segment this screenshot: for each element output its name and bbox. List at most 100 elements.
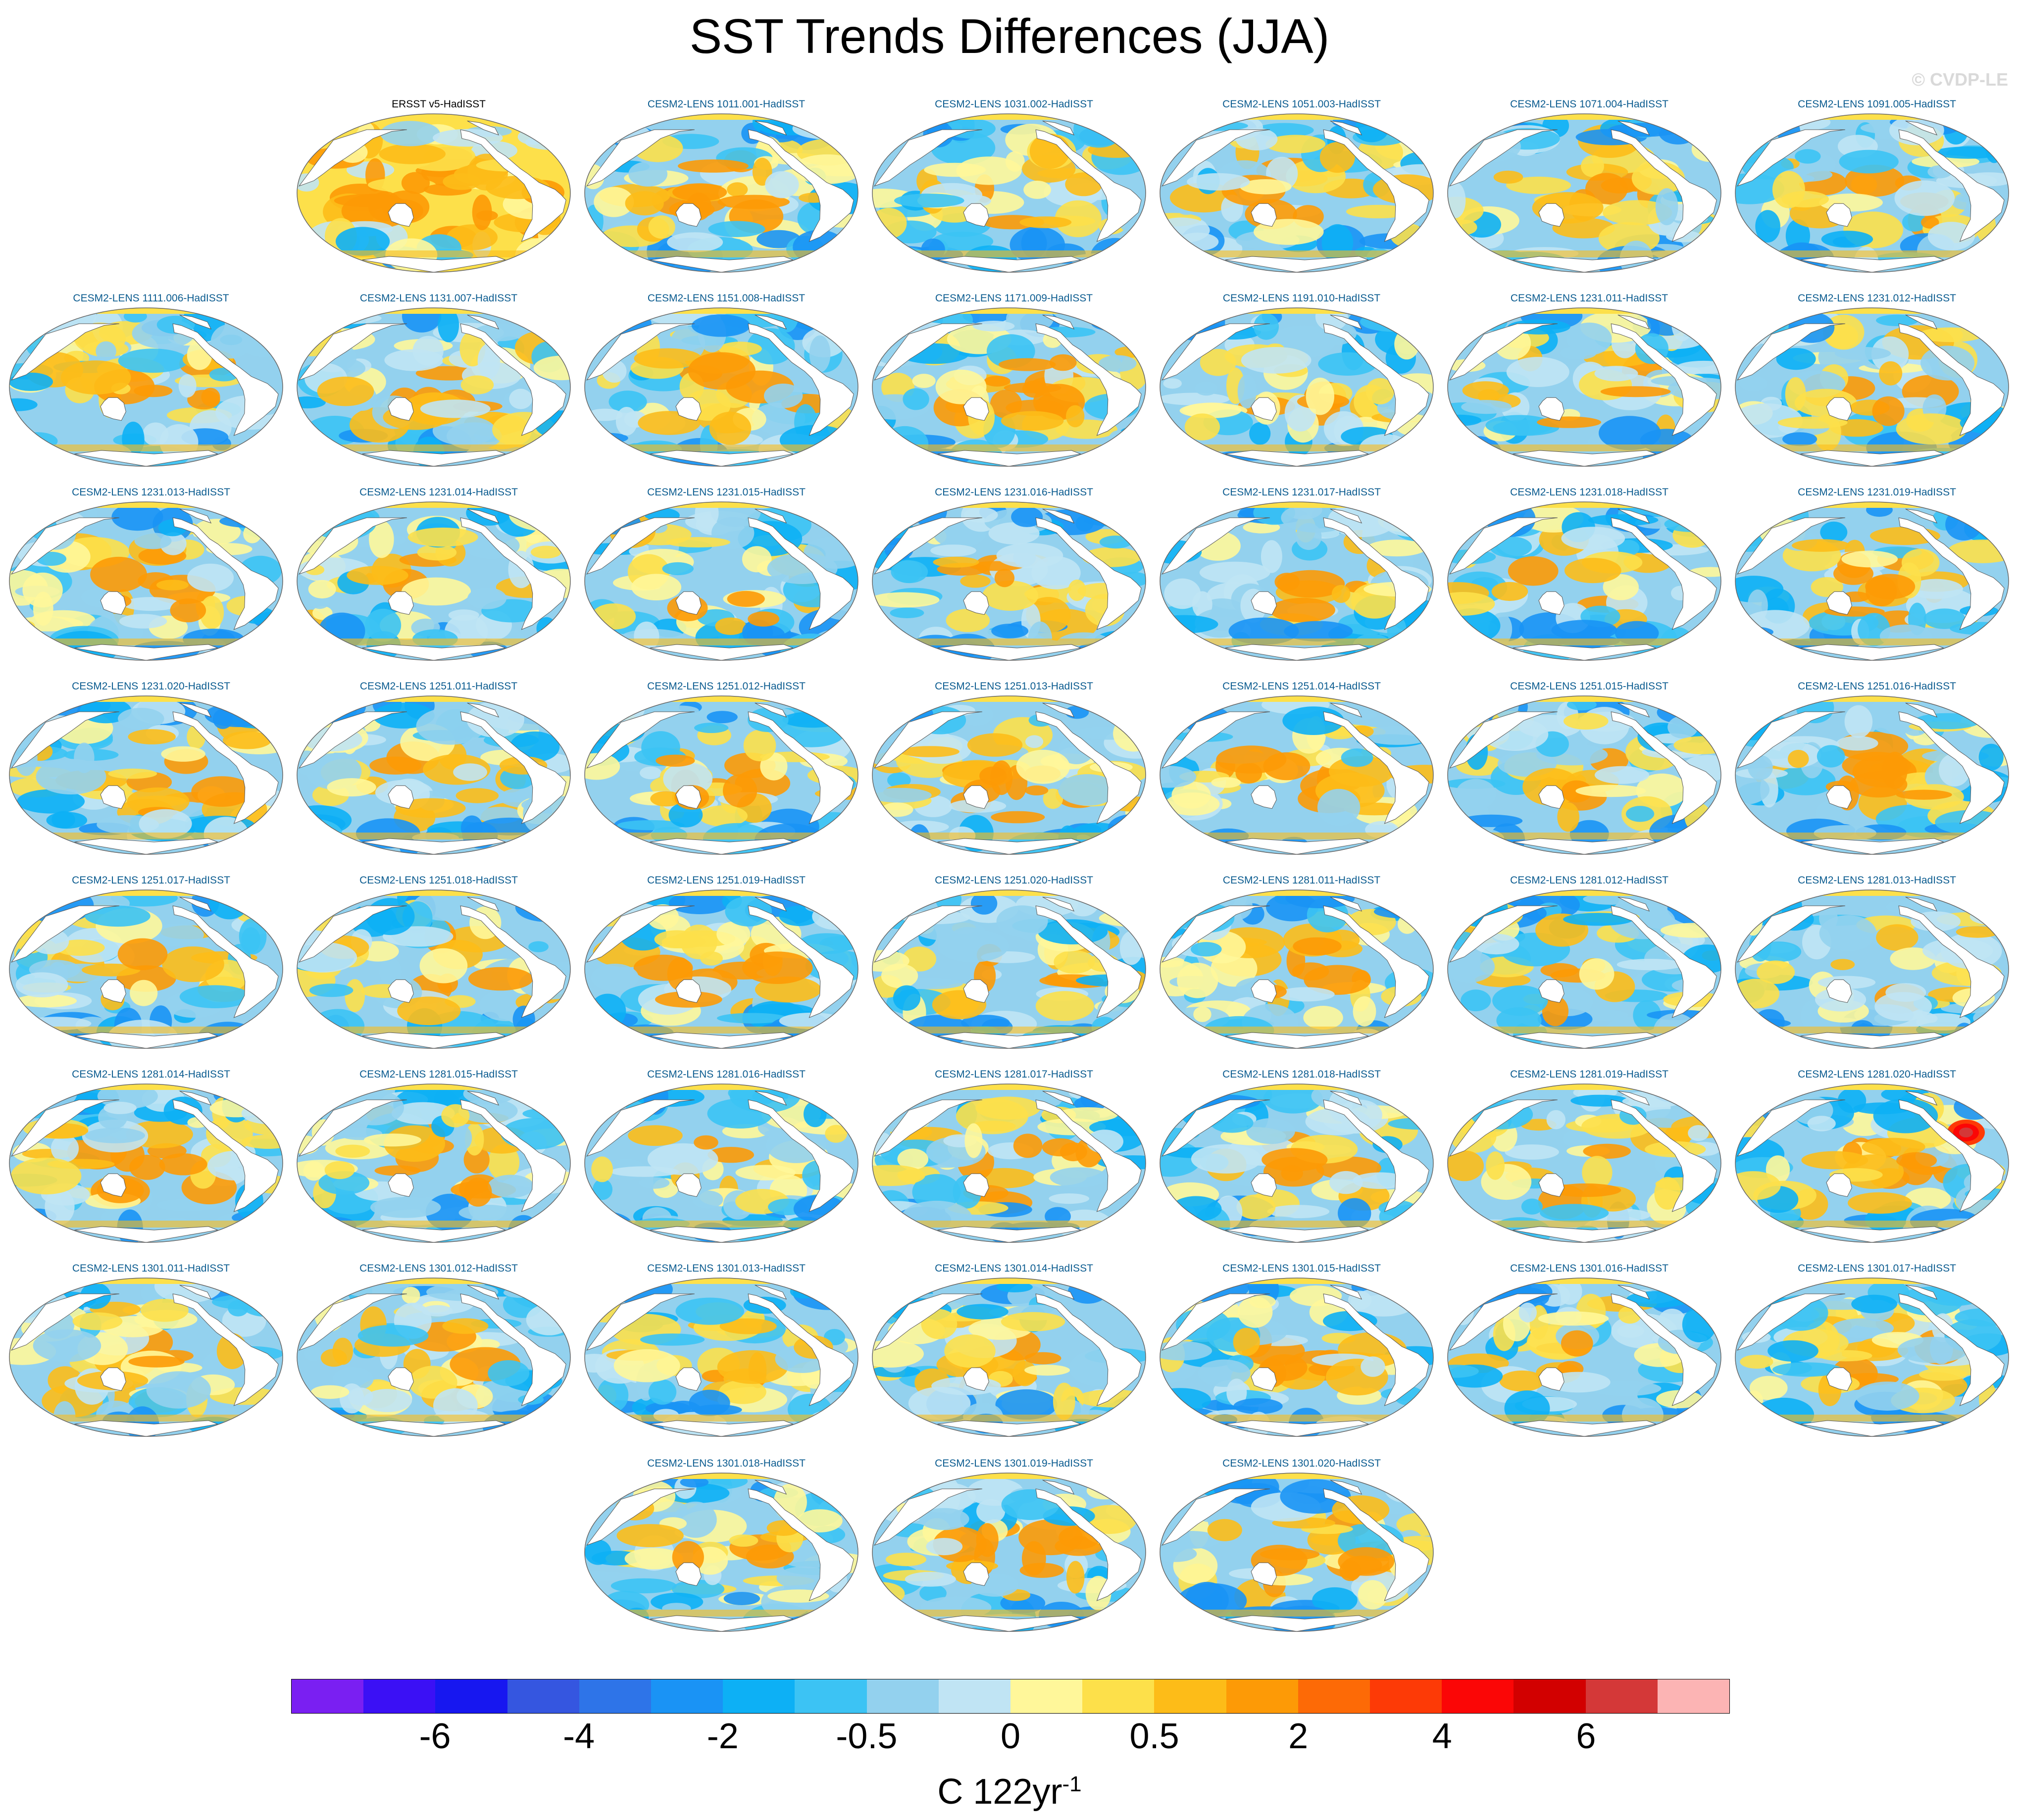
panel-title: CESM2-LENS 1171.009-HadISST: [935, 293, 1093, 304]
map-panel: CESM2-LENS 1251.018-HadISST: [295, 874, 582, 1057]
map-panel: CESM2-LENS 1091.005-HadISST: [1733, 98, 2019, 281]
colorbar-swatch-14: [1298, 1679, 1370, 1713]
colorbar-swatch-16: [1442, 1679, 1514, 1713]
colorbar-tick-label: 2: [1288, 1717, 1309, 1756]
map-panel: CESM2-LENS 1281.015-HadISST: [295, 1068, 582, 1251]
map-panel: CESM2-LENS 1301.012-HadISST: [295, 1262, 582, 1445]
sst-trend-map: [1160, 1083, 1434, 1243]
sst-trend-map: [584, 113, 858, 273]
colorbar-tick-label: 4: [1432, 1717, 1452, 1756]
colorbar-tick-label: 0.5: [1129, 1717, 1179, 1756]
chart-title: SST Trends Differences (JJA): [689, 9, 1330, 63]
panel-title: CESM2-LENS 1281.015-HadISST: [359, 1069, 518, 1080]
panel-title: CESM2-LENS 1281.019-HadISST: [1510, 1069, 1668, 1080]
sst-trend-map: [584, 889, 858, 1049]
map-panel: CESM2-LENS 1301.014-HadISST: [870, 1262, 1158, 1445]
map-panel: CESM2-LENS 1281.012-HadISST: [1446, 874, 1733, 1057]
panel-title: CESM2-LENS 1231.018-HadISST: [1510, 487, 1668, 498]
panel-title: CESM2-LENS 1131.007-HadISST: [359, 293, 518, 304]
panel-title: CESM2-LENS 1281.014-HadISST: [72, 1069, 230, 1080]
panel-title: CESM2-LENS 1301.016-HadISST: [1510, 1263, 1668, 1274]
map-panel: CESM2-LENS 1231.017-HadISST: [1158, 486, 1445, 669]
panel-title: CESM2-LENS 1301.020-HadISST: [1222, 1458, 1381, 1469]
map-panel: CESM2-LENS 1251.015-HadISST: [1446, 680, 1733, 863]
panel-title: CESM2-LENS 1301.012-HadISST: [359, 1263, 518, 1274]
sst-trend-map: [297, 501, 571, 661]
colorbar-swatch-13: [1226, 1679, 1298, 1713]
sst-trend-map: [584, 695, 858, 855]
panel-title: CESM2-LENS 1231.013-HadISST: [72, 487, 230, 498]
panel-title: CESM2-LENS 1231.015-HadISST: [647, 487, 806, 498]
sst-trend-map: [9, 501, 283, 661]
panel-title: CESM2-LENS 1301.014-HadISST: [935, 1263, 1093, 1274]
panel-title: CESM2-LENS 1231.011-HadISST: [1510, 293, 1668, 304]
map-panel: CESM2-LENS 1031.002-HadISST: [870, 98, 1158, 281]
sst-trend-map: [1447, 889, 1721, 1049]
panel-title: CESM2-LENS 1301.011-HadISST: [72, 1263, 230, 1274]
map-panel: CESM2-LENS 1281.018-HadISST: [1158, 1068, 1445, 1251]
panel-title: CESM2-LENS 1281.016-HadISST: [647, 1069, 806, 1080]
panel-title: CESM2-LENS 1151.008-HadISST: [647, 293, 806, 304]
sst-trend-map: [1447, 695, 1721, 855]
colorbar-swatch-18: [1585, 1679, 1658, 1713]
panel-title: CESM2-LENS 1251.015-HadISST: [1510, 681, 1668, 692]
map-panel: CESM2-LENS 1231.019-HadISST: [1733, 486, 2019, 669]
panel-title: CESM2-LENS 1251.012-HadISST: [647, 681, 806, 692]
colorbar-swatch-1: [363, 1679, 436, 1713]
map-panel: CESM2-LENS 1251.016-HadISST: [1733, 680, 2019, 863]
sst-trend-map: [872, 113, 1146, 273]
map-panel: CESM2-LENS 1191.010-HadISST: [1158, 292, 1445, 475]
map-panel: CESM2-LENS 1231.020-HadISST: [7, 680, 295, 863]
map-panel: CESM2-LENS 1301.011-HadISST: [7, 1262, 295, 1445]
colorbar-swatch-15: [1370, 1679, 1442, 1713]
sst-trend-map: [584, 307, 858, 467]
map-panel: CESM2-LENS 1151.008-HadISST: [583, 292, 870, 475]
panel-title: CESM2-LENS 1281.012-HadISST: [1510, 875, 1668, 886]
colorbar-swatch-0: [292, 1679, 364, 1713]
panel-title: CESM2-LENS 1301.015-HadISST: [1222, 1263, 1381, 1274]
colorbar-swatch-4: [579, 1679, 652, 1713]
panel-title: CESM2-LENS 1051.003-HadISST: [1222, 98, 1381, 110]
map-panel: CESM2-LENS 1301.013-HadISST: [583, 1262, 870, 1445]
colorbar-swatch-11: [1082, 1679, 1155, 1713]
sst-trend-map: [872, 501, 1146, 661]
panel-title: CESM2-LENS 1231.017-HadISST: [1222, 487, 1381, 498]
panel-title: CESM2-LENS 1301.017-HadISST: [1798, 1263, 1956, 1274]
sst-trend-map: [297, 307, 571, 467]
sst-trend-map: [1160, 1278, 1434, 1437]
map-panel: CESM2-LENS 1251.011-HadISST: [295, 680, 582, 863]
map-panel: CESM2-LENS 1111.006-HadISST: [7, 292, 295, 475]
panel-title: CESM2-LENS 1251.014-HadISST: [1222, 681, 1381, 692]
sst-trend-map: [1735, 113, 2009, 273]
panel-title: CESM2-LENS 1091.005-HadISST: [1798, 98, 1956, 110]
map-panel: CESM2-LENS 1251.013-HadISST: [870, 680, 1158, 863]
map-panel: CESM2-LENS 1251.019-HadISST: [583, 874, 870, 1057]
panel-title: ERSST v5-HadISST: [392, 98, 486, 110]
map-panel: CESM2-LENS 1071.004-HadISST: [1446, 98, 1733, 281]
map-panel: CESM2-LENS 1301.019-HadISST: [870, 1457, 1158, 1640]
colorbar-swatch-10: [1010, 1679, 1083, 1713]
map-panels-grid: ERSST v5-HadISST CESM2-LENS 1011.001-HadI…: [7, 98, 2019, 1640]
map-panel: CESM2-LENS 1251.012-HadISST: [583, 680, 870, 863]
panel-title: CESM2-LENS 1251.013-HadISST: [935, 681, 1093, 692]
sst-trend-map: [9, 695, 283, 855]
panel-title: CESM2-LENS 1251.011-HadISST: [359, 681, 518, 692]
map-panel: CESM2-LENS 1231.012-HadISST: [1733, 292, 2019, 475]
map-panel: CESM2-LENS 1251.014-HadISST: [1158, 680, 1445, 863]
panel-title: CESM2-LENS 1281.017-HadISST: [935, 1069, 1093, 1080]
sst-trend-map: [9, 307, 283, 467]
panel-title: CESM2-LENS 1111.006-HadISST: [73, 293, 229, 304]
map-panel: CESM2-LENS 1301.017-HadISST: [1733, 1262, 2019, 1445]
panel-title: CESM2-LENS 1251.019-HadISST: [647, 875, 806, 886]
colorbar-swatch-6: [723, 1679, 795, 1713]
colorbar-tick-label: 6: [1576, 1717, 1596, 1756]
map-panel: CESM2-LENS 1131.007-HadISST: [295, 292, 582, 475]
map-panel: CESM2-LENS 1281.016-HadISST: [583, 1068, 870, 1251]
sst-trend-map: [1735, 889, 2009, 1049]
colorbar-tick-label: -0.5: [836, 1717, 898, 1756]
panel-title: CESM2-LENS 1231.019-HadISST: [1798, 487, 1956, 498]
map-panel: CESM2-LENS 1301.018-HadISST: [583, 1457, 870, 1640]
sst-trend-map: [872, 1278, 1146, 1437]
map-panel: CESM2-LENS 1251.017-HadISST: [7, 874, 295, 1057]
sst-trend-map: [1447, 1278, 1721, 1437]
